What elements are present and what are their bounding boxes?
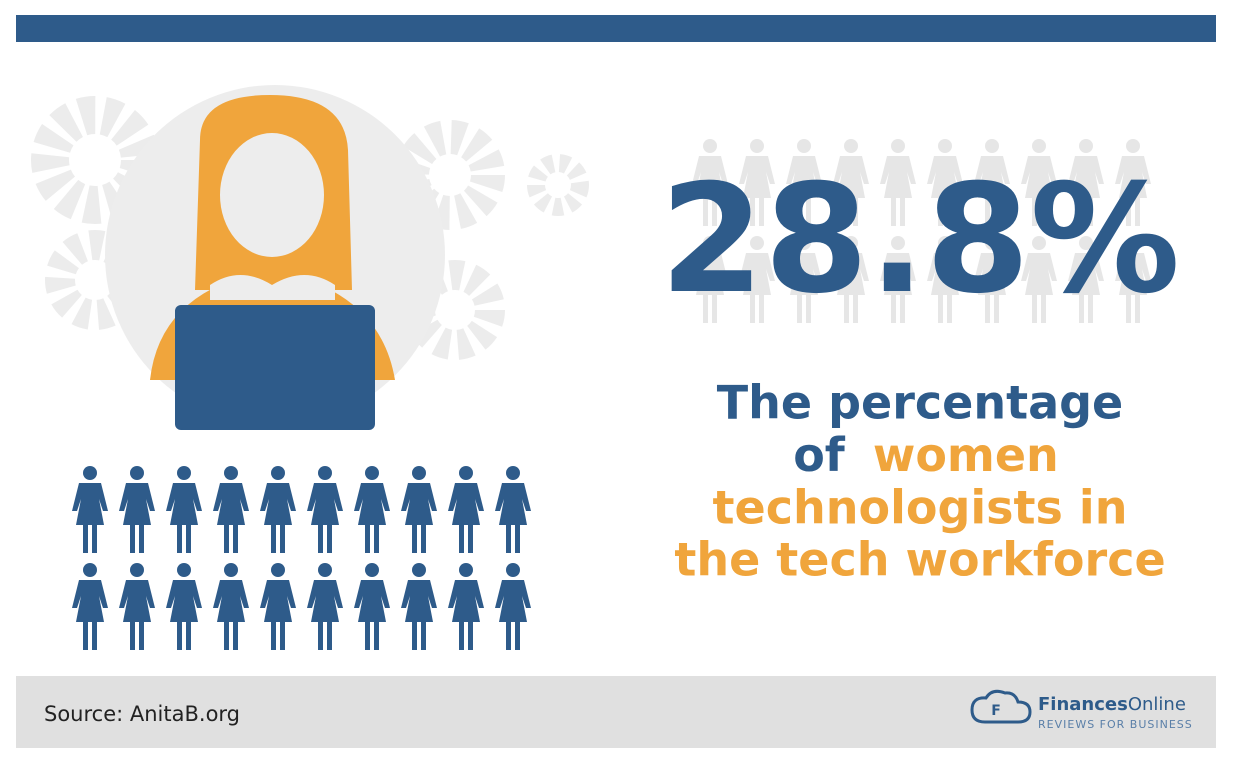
person-icon <box>307 466 343 553</box>
caption: The percentage of women technologists in… <box>674 376 1165 587</box>
person-base <box>260 563 296 650</box>
top-bar <box>16 15 1216 42</box>
person-icon <box>401 466 437 553</box>
pictograph <box>72 466 531 650</box>
brand-light: Online <box>1128 694 1186 715</box>
person-icon <box>448 563 484 650</box>
person-icon <box>495 466 531 553</box>
person-icon <box>166 563 202 650</box>
person-base <box>307 466 343 553</box>
tagline: REVIEWS FOR BUSINESS <box>1038 718 1193 731</box>
person-icon <box>448 466 484 553</box>
person-icon <box>213 563 249 650</box>
person-icon <box>260 466 296 553</box>
person-base <box>307 563 343 650</box>
person-base <box>213 466 249 553</box>
person-base <box>401 466 437 553</box>
person-base <box>166 466 202 553</box>
person-icon <box>119 466 155 553</box>
person-icon <box>495 563 531 650</box>
person-base <box>448 563 484 650</box>
caption-line: the tech workforce <box>674 533 1165 587</box>
caption-line: of women <box>793 428 1059 482</box>
person-base <box>495 466 531 553</box>
person-base <box>72 563 108 650</box>
caption-line: technologists in <box>713 481 1128 535</box>
person-icon <box>354 466 390 553</box>
person-base <box>213 563 249 650</box>
svg-text:F: F <box>991 703 1001 719</box>
person-base <box>119 466 155 553</box>
brand-logo: F FinancesOnline REVIEWS FOR BUSINESS <box>970 689 1193 731</box>
person-base <box>166 563 202 650</box>
footer-bar <box>16 676 1216 748</box>
woman-illustration <box>150 95 395 430</box>
person-icon <box>354 563 390 650</box>
caption-word: women <box>873 428 1059 482</box>
person-icon <box>166 466 202 553</box>
person-icon <box>213 466 249 553</box>
person-icon <box>260 563 296 650</box>
person-icon <box>307 563 343 650</box>
person-icon <box>72 466 108 553</box>
source: Source: AnitaB.org <box>44 702 240 726</box>
person-base <box>401 563 437 650</box>
person-base <box>495 563 531 650</box>
stat-label: 28.8% <box>660 153 1180 327</box>
person-base <box>354 466 390 553</box>
caption-line: The percentage <box>717 376 1124 430</box>
person-base <box>119 563 155 650</box>
person-icon <box>72 563 108 650</box>
brand-bold: Finances <box>1038 694 1128 715</box>
person-base <box>448 466 484 553</box>
person-base <box>354 563 390 650</box>
person-icon <box>401 563 437 650</box>
person-base <box>72 466 108 553</box>
caption-word: of <box>793 428 846 482</box>
brand: FinancesOnline <box>1038 694 1186 715</box>
person-icon <box>119 563 155 650</box>
person-base <box>260 466 296 553</box>
